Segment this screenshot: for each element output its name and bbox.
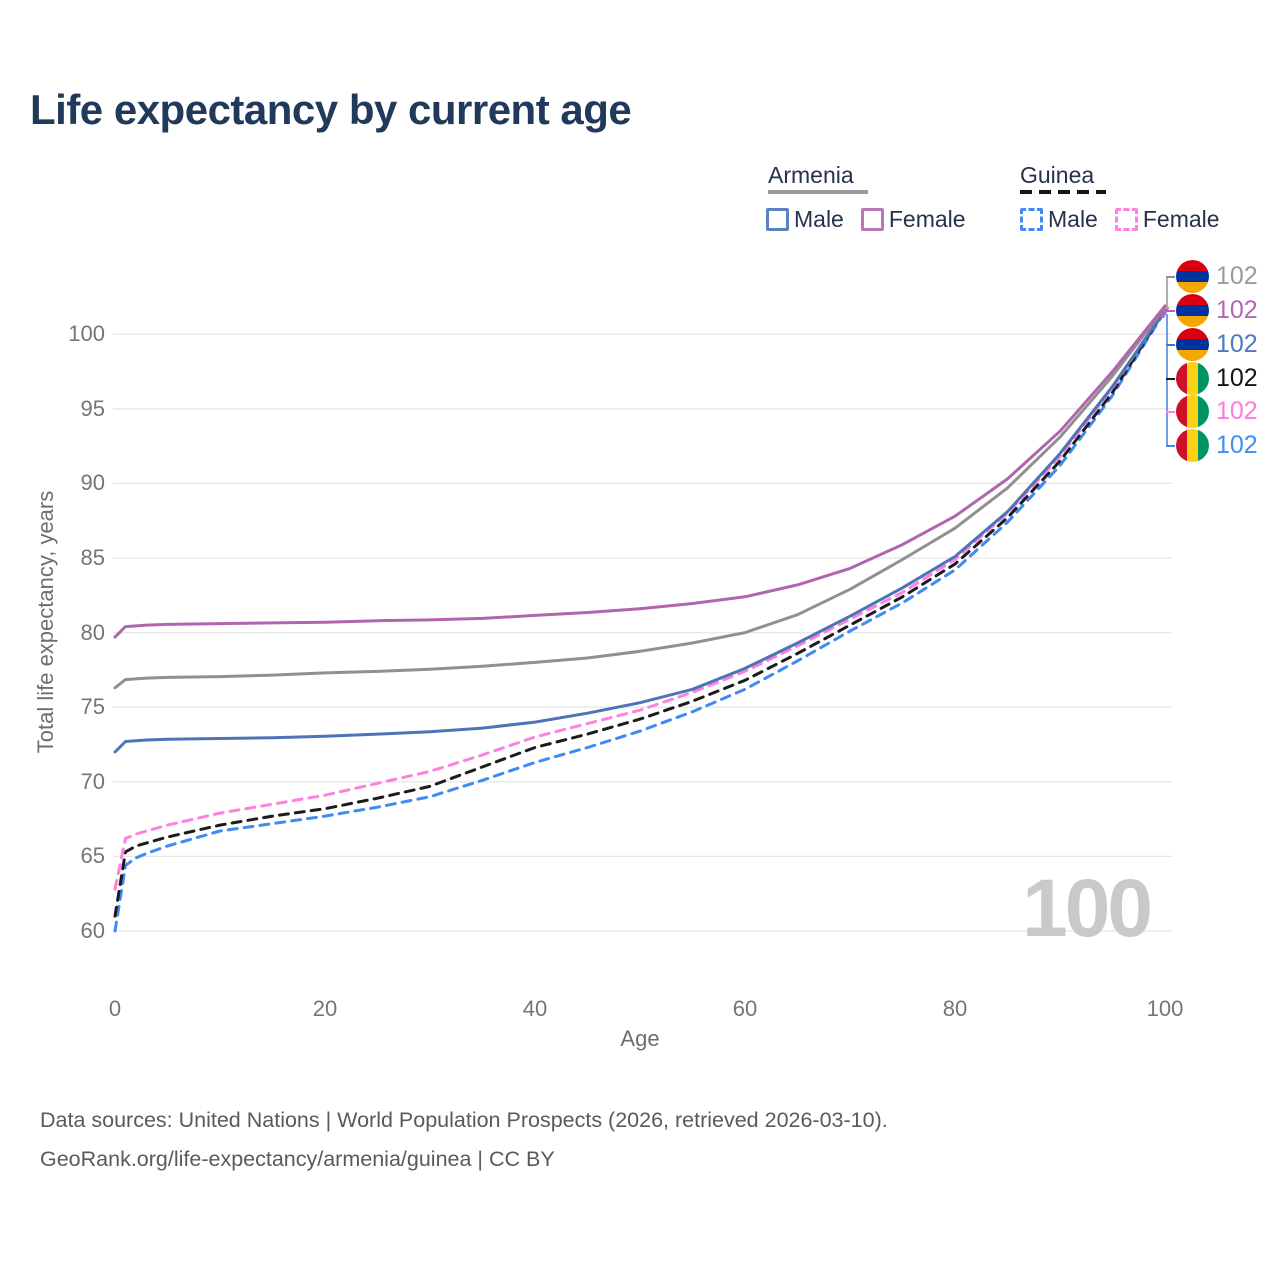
y-tick-label: 100 xyxy=(68,321,105,347)
armenia-flag-icon xyxy=(1176,328,1209,361)
legend-item-guinea-male[interactable]: Male xyxy=(1020,206,1098,233)
guinea-female-checkbox[interactable] xyxy=(1114,208,1138,231)
y-axis-title: Total life expectancy, years xyxy=(33,490,58,754)
end-value-label: 102 xyxy=(1216,364,1258,392)
end-label-row-armenia-male: 102 xyxy=(1176,328,1258,361)
series-line-armenia[interactable] xyxy=(113,305,1167,690)
end-value-label: 102 xyxy=(1216,431,1258,459)
guinea-male-checkbox[interactable] xyxy=(1020,208,1043,231)
armenia-line-style-swatch xyxy=(768,190,868,194)
armenia-flag-icon xyxy=(1176,260,1209,293)
legend-group-armenia: Armenia xyxy=(768,163,868,194)
y-tick-label: 90 xyxy=(80,470,105,496)
y-tick-label: 65 xyxy=(80,843,105,869)
data-sources-note: Data sources: United Nations | World Pop… xyxy=(40,1108,888,1132)
series-line-guinea-female[interactable] xyxy=(113,307,1167,891)
end-value-label: 102 xyxy=(1216,397,1258,425)
legend-row-armenia: Male Female xyxy=(766,206,966,233)
attribution-note: GeoRank.org/life-expectancy/armenia/guin… xyxy=(40,1147,555,1171)
legend-label: Male xyxy=(794,206,844,232)
series-line-armenia-female[interactable] xyxy=(113,304,1167,639)
legend-label: Female xyxy=(1142,206,1220,232)
x-tick-label: 80 xyxy=(942,996,968,1021)
x-tick-label: 20 xyxy=(312,996,338,1021)
x-tick-label: 0 xyxy=(108,996,122,1021)
y-tick-label: 60 xyxy=(80,918,105,943)
series-line-armenia-male[interactable] xyxy=(113,308,1167,754)
end-label-row-guinea-female: 102 xyxy=(1176,395,1258,428)
legend-label: Male xyxy=(1048,206,1098,232)
x-axis-title: Age xyxy=(620,1026,660,1051)
armenia-male-checkbox[interactable] xyxy=(766,208,789,231)
legend-item-armenia-female[interactable]: Female xyxy=(860,206,966,233)
guinea-flag-icon xyxy=(1176,362,1209,395)
end-value-label: 102 xyxy=(1216,296,1258,324)
legend-row-guinea: Male Female xyxy=(1020,206,1220,233)
guinea-line-style-swatch xyxy=(1020,190,1106,194)
y-tick-label: 75 xyxy=(80,694,105,720)
legend-country-armenia[interactable]: Armenia xyxy=(768,162,854,188)
x-tick-label: 60 xyxy=(732,996,758,1021)
legend-group-guinea: Guinea xyxy=(1020,163,1106,194)
end-label-row-guinea-male: 102 xyxy=(1176,429,1258,462)
y-tick-label: 85 xyxy=(80,545,105,570)
end-value-label: 102 xyxy=(1216,330,1258,358)
end-label-row-guinea: 102 xyxy=(1176,362,1258,395)
page-title: Life expectancy by current age xyxy=(30,86,632,133)
end-value-label: 102 xyxy=(1216,262,1258,290)
y-tick-label: 80 xyxy=(80,619,105,645)
guinea-flag-icon xyxy=(1176,429,1209,462)
end-label-row-armenia: 102 xyxy=(1176,260,1258,293)
age-counter: 100 xyxy=(1022,863,1153,954)
legend-item-armenia-male[interactable]: Male xyxy=(766,206,844,233)
legend-item-guinea-female[interactable]: Female xyxy=(1114,206,1220,233)
legend-country-guinea[interactable]: Guinea xyxy=(1020,162,1095,188)
armenia-female-checkbox[interactable] xyxy=(860,208,884,231)
guinea-flag-icon xyxy=(1176,395,1209,428)
x-tick-label: 100 xyxy=(1146,996,1184,1021)
legend-label: Female xyxy=(888,206,966,232)
armenia-flag-icon xyxy=(1176,294,1209,327)
series-line-guinea[interactable] xyxy=(113,308,1167,918)
y-tick-label: 70 xyxy=(80,768,105,794)
end-label-row-armenia-female: 102 xyxy=(1176,294,1258,327)
series-line-guinea-male[interactable] xyxy=(113,309,1167,933)
y-tick-label: 95 xyxy=(80,395,105,421)
x-tick-label: 40 xyxy=(522,996,548,1021)
